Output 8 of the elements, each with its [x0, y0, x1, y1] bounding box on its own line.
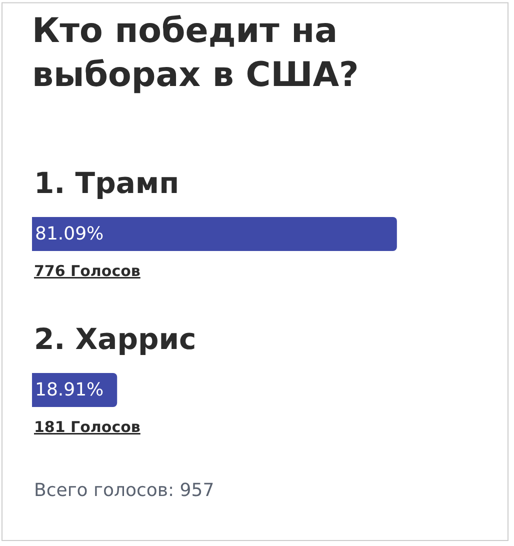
annotation: Всего голосов: 957	[34, 480, 214, 501]
annotation: 181 Голосов	[34, 418, 140, 436]
chart-title: Кто победит на выборах в США?	[32, 11, 359, 96]
data-label: 81.09%	[35, 224, 104, 244]
data-label: 18.91%	[35, 380, 104, 400]
annotation: 776 Голосов	[34, 262, 140, 280]
y-tick-label: 2. Харрис	[34, 322, 196, 356]
y-tick-label: 1. Трамп	[34, 166, 180, 200]
